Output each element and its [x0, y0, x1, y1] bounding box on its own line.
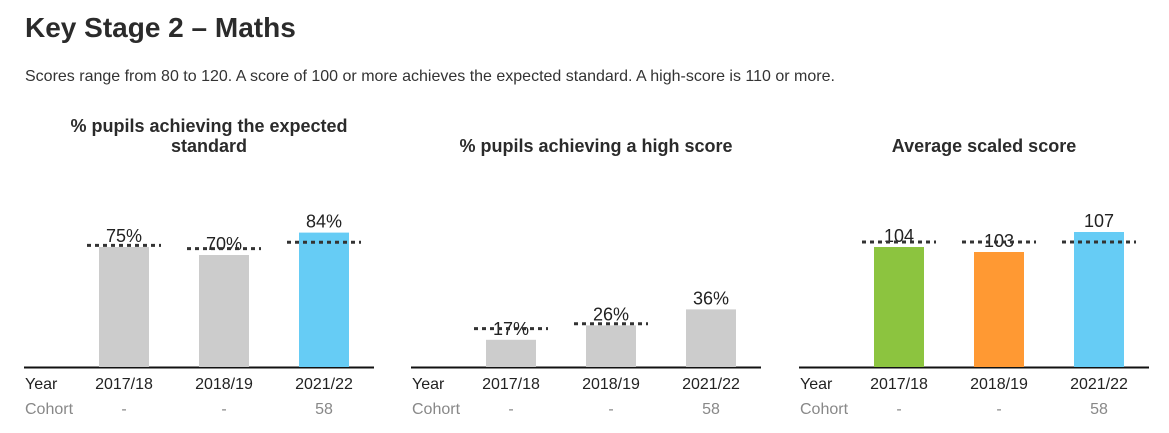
cohort-value: 58: [702, 401, 720, 418]
bar-2021/22: [299, 232, 349, 367]
chart-expected-standard: % pupils achieving the expected standard…: [24, 110, 394, 433]
cohort-value: -: [608, 401, 613, 418]
cohort-value: 58: [1090, 401, 1108, 418]
chart-high-score: % pupils achieving a high score 17% 2017/…: [411, 110, 781, 433]
year-row-label: Year: [412, 376, 445, 393]
bar-2017/18: [99, 247, 149, 367]
page-title: Key Stage 2 – Maths: [25, 12, 296, 43]
year-row-label: Year: [25, 376, 58, 393]
cohort-row-label: Cohort: [412, 401, 461, 418]
bar-2018/19: [586, 325, 636, 367]
chart-canvas: 104 2017/18 - 103 2018/19 - 107 2021/22 58 Year Co…: [799, 211, 1149, 418]
year-label: 2018/19: [582, 376, 640, 393]
value-label: 104: [884, 226, 914, 246]
cohort-row-label: Cohort: [800, 401, 849, 418]
bar-2017/18: [874, 247, 924, 367]
chart-title: % pupils achieving the expected standard: [70, 116, 348, 156]
year-label: 2017/18: [870, 376, 928, 393]
chart-title: Average scaled score: [891, 136, 1077, 156]
value-label: 36%: [693, 288, 729, 308]
cohort-value: 58: [315, 401, 333, 418]
bar-2021/22: [1074, 232, 1124, 367]
cohort-value: -: [896, 401, 901, 418]
year-label: 2021/22: [1070, 376, 1128, 393]
year-label: 2021/22: [682, 376, 740, 393]
year-label: 2017/18: [482, 376, 540, 393]
page-subtitle: Scores range from 80 to 120. A score of …: [25, 68, 835, 85]
chart-canvas: 17% 2017/18 - 26% 2018/19 - 36% 2021/22 58 Year Co…: [411, 288, 761, 418]
chart-canvas: 75% 2017/18 - 70% 2018/19 - 84% 2021/22 58 Year Co…: [24, 212, 374, 418]
bar-2021/22: [686, 309, 736, 367]
chart-title: % pupils achieving a high score: [459, 136, 733, 156]
year-label: 2017/18: [95, 376, 153, 393]
year-label: 2018/19: [195, 376, 253, 393]
value-label: 84%: [306, 212, 342, 232]
year-row-label: Year: [800, 376, 833, 393]
bar-2018/19: [974, 252, 1024, 367]
cohort-value: -: [508, 401, 513, 418]
value-label: 75%: [106, 226, 142, 246]
cohort-value: -: [221, 401, 226, 418]
value-label: 70%: [206, 234, 242, 254]
year-label: 2018/19: [970, 376, 1028, 393]
cohort-value: -: [996, 401, 1001, 418]
cohort-value: -: [121, 401, 126, 418]
value-label: 103: [984, 231, 1014, 251]
bar-2017/18: [486, 339, 536, 367]
bar-2018/19: [199, 255, 249, 367]
chart-average-scaled-score: Average scaled score 104 2017/18 - 103 2018/…: [799, 110, 1169, 433]
value-label: 17%: [493, 319, 529, 339]
value-label: 26%: [593, 304, 629, 324]
year-label: 2021/22: [295, 376, 353, 393]
value-label: 107: [1084, 211, 1114, 231]
cohort-row-label: Cohort: [25, 401, 74, 418]
